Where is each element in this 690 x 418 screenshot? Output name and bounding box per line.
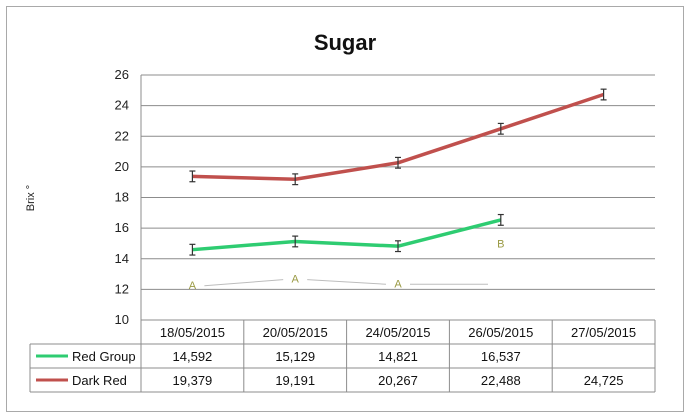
- x-category-label: 27/05/2015: [571, 325, 636, 340]
- y-tick-label: 18: [115, 190, 129, 205]
- table-cell-value: 14,821: [378, 349, 418, 364]
- annotation-connector: [307, 279, 387, 285]
- significance-letter: A: [394, 278, 402, 290]
- x-category-label: 20/05/2015: [263, 325, 328, 340]
- error-bar: [395, 240, 401, 253]
- y-tick-label: 10: [115, 312, 129, 327]
- chart-title: Sugar: [314, 30, 377, 55]
- error-bar: [292, 235, 299, 248]
- y-tick-label: 12: [115, 281, 129, 296]
- legend-series-name: Dark Red: [72, 373, 127, 388]
- error-bar: [600, 88, 607, 101]
- significance-letter: A: [292, 274, 300, 286]
- y-tick-label: 16: [115, 220, 129, 235]
- y-tick-label: 26: [115, 67, 129, 82]
- y-tick-label: 22: [115, 128, 129, 143]
- table-cell-value: 19,191: [275, 373, 315, 388]
- table-cell-value: 20,267: [378, 373, 418, 388]
- y-tick-label: 24: [115, 98, 129, 113]
- series-layer: [189, 88, 607, 256]
- x-category-label: 26/05/2015: [468, 325, 533, 340]
- table-cell-value: 15,129: [275, 349, 315, 364]
- error-bar: [497, 122, 504, 135]
- error-bar: [395, 156, 401, 169]
- annotation-connector: [204, 279, 284, 287]
- series-line: [192, 218, 502, 252]
- table-cell-value: 22,488: [481, 373, 521, 388]
- error-bar: [497, 213, 504, 226]
- data-table: 18/05/2015 20/05/2015 24/05/2015 26/05/2015…: [29, 319, 656, 393]
- table-cell-value: 16,537: [481, 349, 521, 364]
- annotation-layer: A A A B: [189, 238, 505, 291]
- error-bar: [292, 173, 299, 186]
- table-cell-value: 24,725: [584, 373, 624, 388]
- table-cell-value: 19,379: [173, 373, 213, 388]
- significance-letter: B: [497, 238, 504, 250]
- error-bar: [189, 170, 196, 183]
- y-axis-label: Brix °: [25, 185, 37, 211]
- error-bar: [189, 243, 196, 256]
- y-tick-label: 14: [115, 251, 129, 266]
- x-category-label: 24/05/2015: [365, 325, 430, 340]
- x-category-label: 18/05/2015: [160, 325, 225, 340]
- significance-letter: A: [189, 280, 197, 292]
- y-tick-label: 20: [115, 159, 129, 174]
- table-cell-value: 14,592: [173, 349, 213, 364]
- legend-series-name: Red Group: [72, 349, 136, 364]
